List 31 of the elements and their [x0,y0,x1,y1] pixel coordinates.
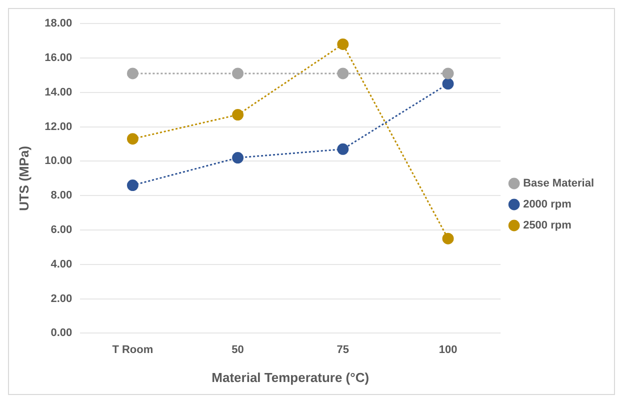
y-tick-label: 8.00 [50,190,72,202]
x-tick-label: T Room [112,344,154,356]
x-tick-label: 50 [232,344,244,356]
y-tick-label: 16.00 [44,52,72,64]
y-tick-label: 12.00 [44,120,72,133]
legend-label: 2000 rpm [523,198,572,211]
legend-label: Base Material [523,178,594,190]
point [126,133,138,145]
point [337,143,349,155]
point [232,152,244,164]
legend-label: 2500 rpm [523,220,572,232]
y-tick-label: 10.00 [44,155,72,168]
point [126,180,138,192]
point [126,68,138,80]
x-tick-label: 75 [336,344,350,356]
point [337,68,349,80]
point [337,38,349,50]
y-tick-label: 0.00 [50,327,72,340]
point [442,78,454,90]
x-tick-label: 100 [438,344,458,356]
y-axis-title: UTS (MPa) [16,146,32,211]
y-tick-label: 4.00 [50,258,72,270]
y-tick-label: 18.00 [44,18,72,30]
y-tick-label: 2.00 [50,292,72,305]
y-tick-label: 6.00 [50,224,72,236]
point [232,109,244,121]
point [442,68,454,80]
x-axis-title: Material Temperature (°C) [212,370,370,385]
y-tick-label: 14.00 [44,86,72,98]
point [232,68,244,80]
point [442,232,454,244]
